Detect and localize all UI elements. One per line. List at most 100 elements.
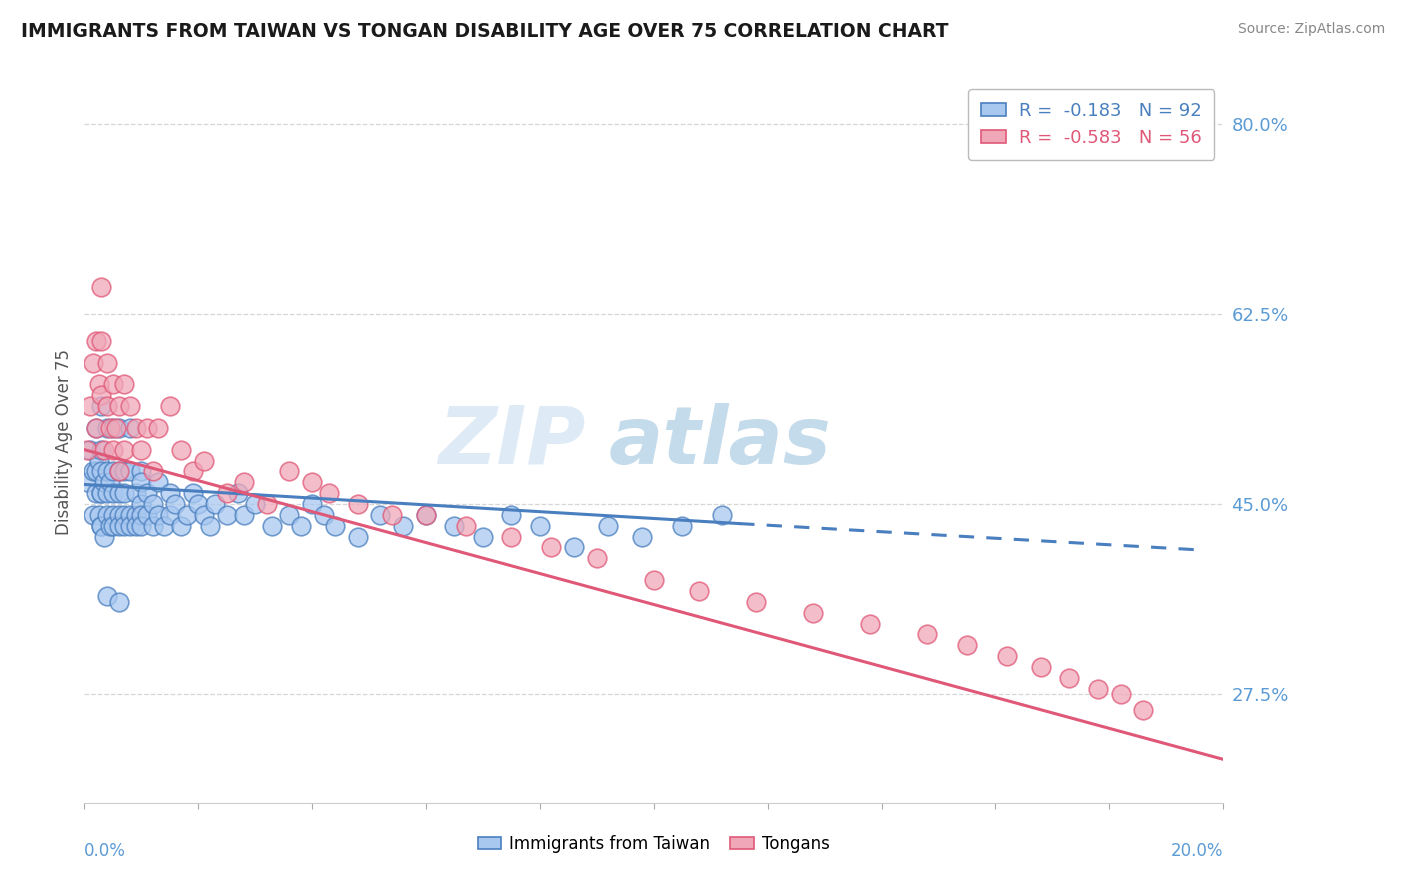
Point [79,442,101,457]
Point [96,590,118,604]
Point [90,388,112,402]
Point [301,497,323,511]
Point [245,497,267,511]
Text: IMMIGRANTS FROM TAIWAN VS TONGAN DISABILITY AGE OVER 75 CORRELATION CHART: IMMIGRANTS FROM TAIWAN VS TONGAN DISABIL… [21,22,949,41]
Point [84,464,107,478]
Point [153,518,176,533]
Point [90,399,112,413]
Point [84,486,107,500]
Point [193,453,215,467]
Point [586,551,609,566]
Point [454,518,477,533]
Point [90,486,112,500]
Point [131,442,153,457]
Point [93,530,115,544]
Point [232,508,254,522]
Y-axis label: Disability Age Over 75: Disability Age Over 75 [55,349,73,534]
Point [84,421,107,435]
Point [472,530,495,544]
Text: 20.0%: 20.0% [1171,842,1223,860]
Point [159,508,181,522]
Point [1059,671,1081,685]
Point [98,475,121,490]
Point [82,464,104,478]
Point [540,541,562,555]
Point [101,518,124,533]
Point [107,508,129,522]
Point [142,518,165,533]
Point [181,464,204,478]
Point [301,475,323,490]
Point [323,518,346,533]
Point [148,508,170,522]
Point [87,453,110,467]
Point [290,518,312,533]
Point [90,518,112,533]
Point [104,421,127,435]
Point [76,475,98,490]
Point [671,518,693,533]
Text: Source: ZipAtlas.com: Source: ZipAtlas.com [1237,22,1385,37]
Legend: Immigrants from Taiwan, Tongans: Immigrants from Taiwan, Tongans [471,828,837,860]
Point [443,518,465,533]
Point [142,464,165,478]
Point [262,518,284,533]
Point [165,497,187,511]
Point [101,377,124,392]
Point [112,464,135,478]
Point [226,486,249,500]
Point [1132,703,1154,717]
Point [711,508,734,522]
Point [118,464,141,478]
Point [112,442,135,457]
Point [859,616,882,631]
Point [112,518,135,533]
Point [529,518,551,533]
Point [124,421,146,435]
Point [131,464,153,478]
Point [232,475,254,490]
Point [82,508,104,522]
Point [131,497,153,511]
Point [1029,660,1052,674]
Point [76,442,98,457]
Point [96,421,118,435]
Point [501,530,523,544]
Point [118,399,141,413]
Point [90,442,112,457]
Point [112,508,135,522]
Point [956,638,979,652]
Point [346,530,368,544]
Point [98,421,121,435]
Point [90,334,112,348]
Point [688,583,710,598]
Point [278,464,301,478]
Point [96,399,118,413]
Point [415,508,437,522]
Point [801,606,824,620]
Point [96,356,118,370]
Point [84,421,107,435]
Point [107,518,129,533]
Point [148,421,170,435]
Point [392,518,415,533]
Point [90,518,112,533]
Point [101,442,124,457]
Point [142,497,165,511]
Point [995,649,1018,664]
Point [915,627,938,641]
Point [215,486,238,500]
Point [204,497,226,511]
Point [118,518,141,533]
Point [256,497,278,511]
Point [198,518,221,533]
Point [96,486,118,500]
Point [124,508,146,522]
Point [370,508,392,522]
Point [181,486,204,500]
Point [136,486,159,500]
Point [131,475,153,490]
Text: 0.0%: 0.0% [84,842,127,860]
Point [131,518,153,533]
Point [159,399,181,413]
